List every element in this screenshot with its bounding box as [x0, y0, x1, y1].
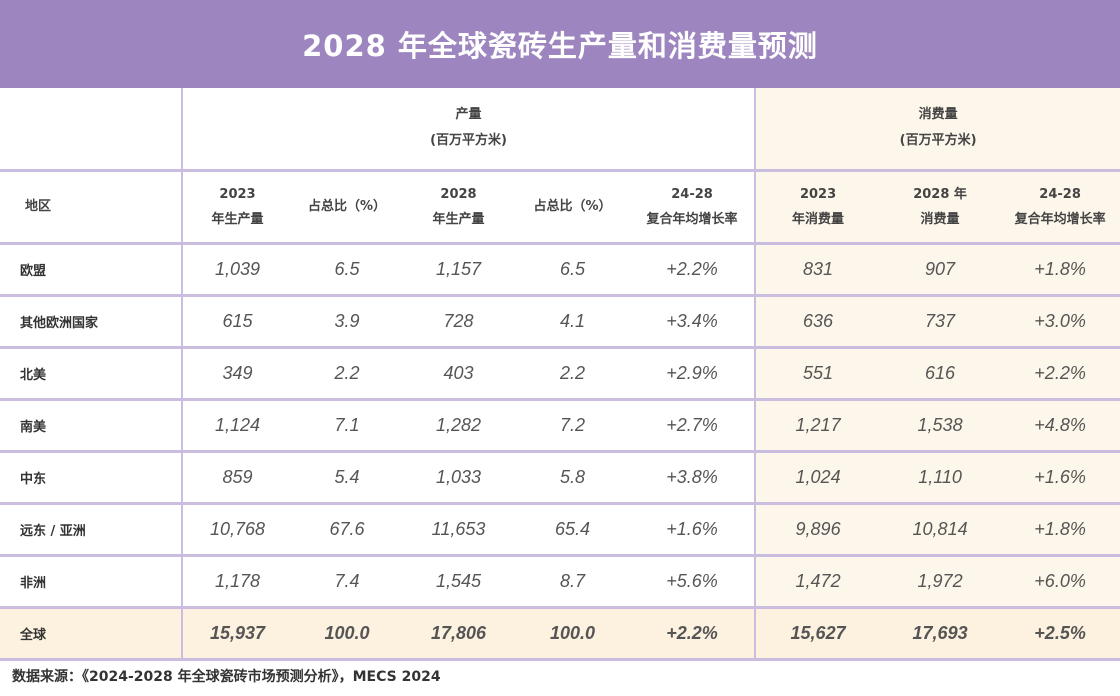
table-row: 非洲 1,178 7.4 1,545 8.7 +5.6% 1,472 1,972 +6.0% — [0, 555, 1120, 609]
col-consumption-cagr: 24-28 复合年均增长率 — [1000, 170, 1120, 245]
source-note: 数据来源：《2024-2028 年全球瓷砖市场预测分析》，MECS 2024 — [12, 669, 441, 685]
value-cell: 6.5 — [515, 243, 630, 297]
value-cell: 7.2 — [515, 399, 630, 453]
value-cell: 10,814 — [880, 503, 1001, 557]
value-cell: 7.4 — [292, 555, 402, 609]
value-cell: +2.2% — [1000, 347, 1120, 401]
value-cell: 11,653 — [402, 503, 515, 557]
value-cell: 859 — [181, 451, 292, 505]
table-row: 中东 859 5.4 1,033 5.8 +3.8% 1,024 1,110 +1.6% — [0, 451, 1120, 505]
value-cell: 65.4 — [515, 503, 630, 557]
value-cell: +2.9% — [630, 347, 756, 401]
value-cell: +3.8% — [630, 451, 756, 505]
value-cell: 1,217 — [754, 399, 881, 453]
value-cell: 1,024 — [754, 451, 881, 505]
region-cell: 其他欧洲国家 — [0, 295, 182, 349]
value-cell: +3.4% — [630, 295, 756, 349]
column-header-row: 地区 2023 年生产量 占总比（%） 2028 年生产量 占总比（%） 24-28… — [0, 170, 1120, 245]
consumption-group-header: 消费量 (百万平方米) — [754, 88, 1120, 172]
col-p2023: 2023 年生产量 — [181, 170, 292, 245]
value-cell: 728 — [402, 295, 515, 349]
group-header-row: 产量 (百万平方米) 消费量 (百万平方米) — [0, 88, 1120, 172]
value-cell: 15,937 — [181, 607, 292, 661]
region-cell: 南美 — [0, 399, 182, 453]
value-cell: 1,157 — [402, 243, 515, 297]
value-cell: 1,178 — [181, 555, 292, 609]
value-cell: +1.8% — [1000, 503, 1120, 557]
value-cell: 907 — [880, 243, 1001, 297]
value-cell: 67.6 — [292, 503, 402, 557]
region-cell: 北美 — [0, 347, 182, 401]
value-cell: +5.6% — [630, 555, 756, 609]
col-share-2028: 占总比（%） — [515, 170, 630, 245]
forecast-table: 产量 (百万平方米) 消费量 (百万平方米) 地区 2023 年生产量 占总比（%） … — [0, 88, 1120, 661]
table-row: 其他欧洲国家 615 3.9 728 4.1 +3.4% 636 737 +3.0% — [0, 295, 1120, 349]
value-cell: 5.4 — [292, 451, 402, 505]
table-row: 南美 1,124 7.1 1,282 7.2 +2.7% 1,217 1,538 +4.8% — [0, 399, 1120, 453]
value-cell: 8.7 — [515, 555, 630, 609]
value-cell: +1.6% — [1000, 451, 1120, 505]
value-cell: 10,768 — [181, 503, 292, 557]
value-cell: 1,033 — [402, 451, 515, 505]
value-cell: 17,806 — [402, 607, 515, 661]
region-cell: 中东 — [0, 451, 182, 505]
col-c2023: 2023 年消费量 — [754, 170, 881, 245]
region-cell: 全球 — [0, 607, 182, 661]
value-cell: +2.7% — [630, 399, 756, 453]
value-cell: +1.8% — [1000, 243, 1120, 297]
value-cell: 403 — [402, 347, 515, 401]
value-cell: 1,472 — [754, 555, 881, 609]
value-cell: 15,627 — [754, 607, 881, 661]
value-cell: 636 — [754, 295, 881, 349]
value-cell: 3.9 — [292, 295, 402, 349]
total-row: 全球 15,937 100.0 17,806 100.0 +2.2% 15,627 17,69… — [0, 607, 1120, 661]
value-cell: 1,124 — [181, 399, 292, 453]
region-cell: 远东 / 亚洲 — [0, 503, 182, 557]
value-cell: +3.0% — [1000, 295, 1120, 349]
region-cell: 欧盟 — [0, 243, 182, 297]
value-cell: 9,896 — [754, 503, 881, 557]
table-row: 北美 349 2.2 403 2.2 +2.9% 551 616 +2.2% — [0, 347, 1120, 401]
table-row: 欧盟 1,039 6.5 1,157 6.5 +2.2% 831 907 +1.8% — [0, 243, 1120, 297]
col-p2028: 2028 年生产量 — [402, 170, 515, 245]
value-cell: 1,972 — [880, 555, 1001, 609]
value-cell: 616 — [880, 347, 1001, 401]
value-cell: 1,545 — [402, 555, 515, 609]
value-cell: 615 — [181, 295, 292, 349]
production-group-header: 产量 (百万平方米) — [180, 88, 756, 172]
value-cell: 2.2 — [292, 347, 402, 401]
value-cell: 7.1 — [292, 399, 402, 453]
value-cell: 1,039 — [181, 243, 292, 297]
value-cell: +6.0% — [1000, 555, 1120, 609]
value-cell: 5.8 — [515, 451, 630, 505]
value-cell: +1.6% — [630, 503, 756, 557]
value-cell: 831 — [754, 243, 881, 297]
value-cell: 100.0 — [515, 607, 630, 661]
col-production-cagr: 24-28 复合年均增长率 — [630, 170, 756, 245]
value-cell: +2.2% — [630, 243, 756, 297]
value-cell: 737 — [880, 295, 1001, 349]
value-cell: +4.8% — [1000, 399, 1120, 453]
region-cell: 非洲 — [0, 555, 182, 609]
value-cell: 6.5 — [292, 243, 402, 297]
value-cell: 4.1 — [515, 295, 630, 349]
value-cell: 1,538 — [880, 399, 1001, 453]
value-cell: 100.0 — [292, 607, 402, 661]
col-share-2023: 占总比（%） — [292, 170, 402, 245]
table-title: 2028 年全球瓷砖生产量和消费量预测 — [0, 0, 1120, 88]
value-cell: 551 — [754, 347, 881, 401]
col-region: 地区 — [0, 170, 182, 245]
table-row: 远东 / 亚洲 10,768 67.6 11,653 65.4 +1.6% 9,896 10,… — [0, 503, 1120, 557]
value-cell: +2.2% — [630, 607, 756, 661]
value-cell: 17,693 — [880, 607, 1001, 661]
value-cell: 1,282 — [402, 399, 515, 453]
col-c2028: 2028 年消费量 — [880, 170, 1001, 245]
value-cell: 2.2 — [515, 347, 630, 401]
value-cell: 349 — [181, 347, 292, 401]
value-cell: +2.5% — [1000, 607, 1120, 661]
value-cell: 1,110 — [880, 451, 1001, 505]
